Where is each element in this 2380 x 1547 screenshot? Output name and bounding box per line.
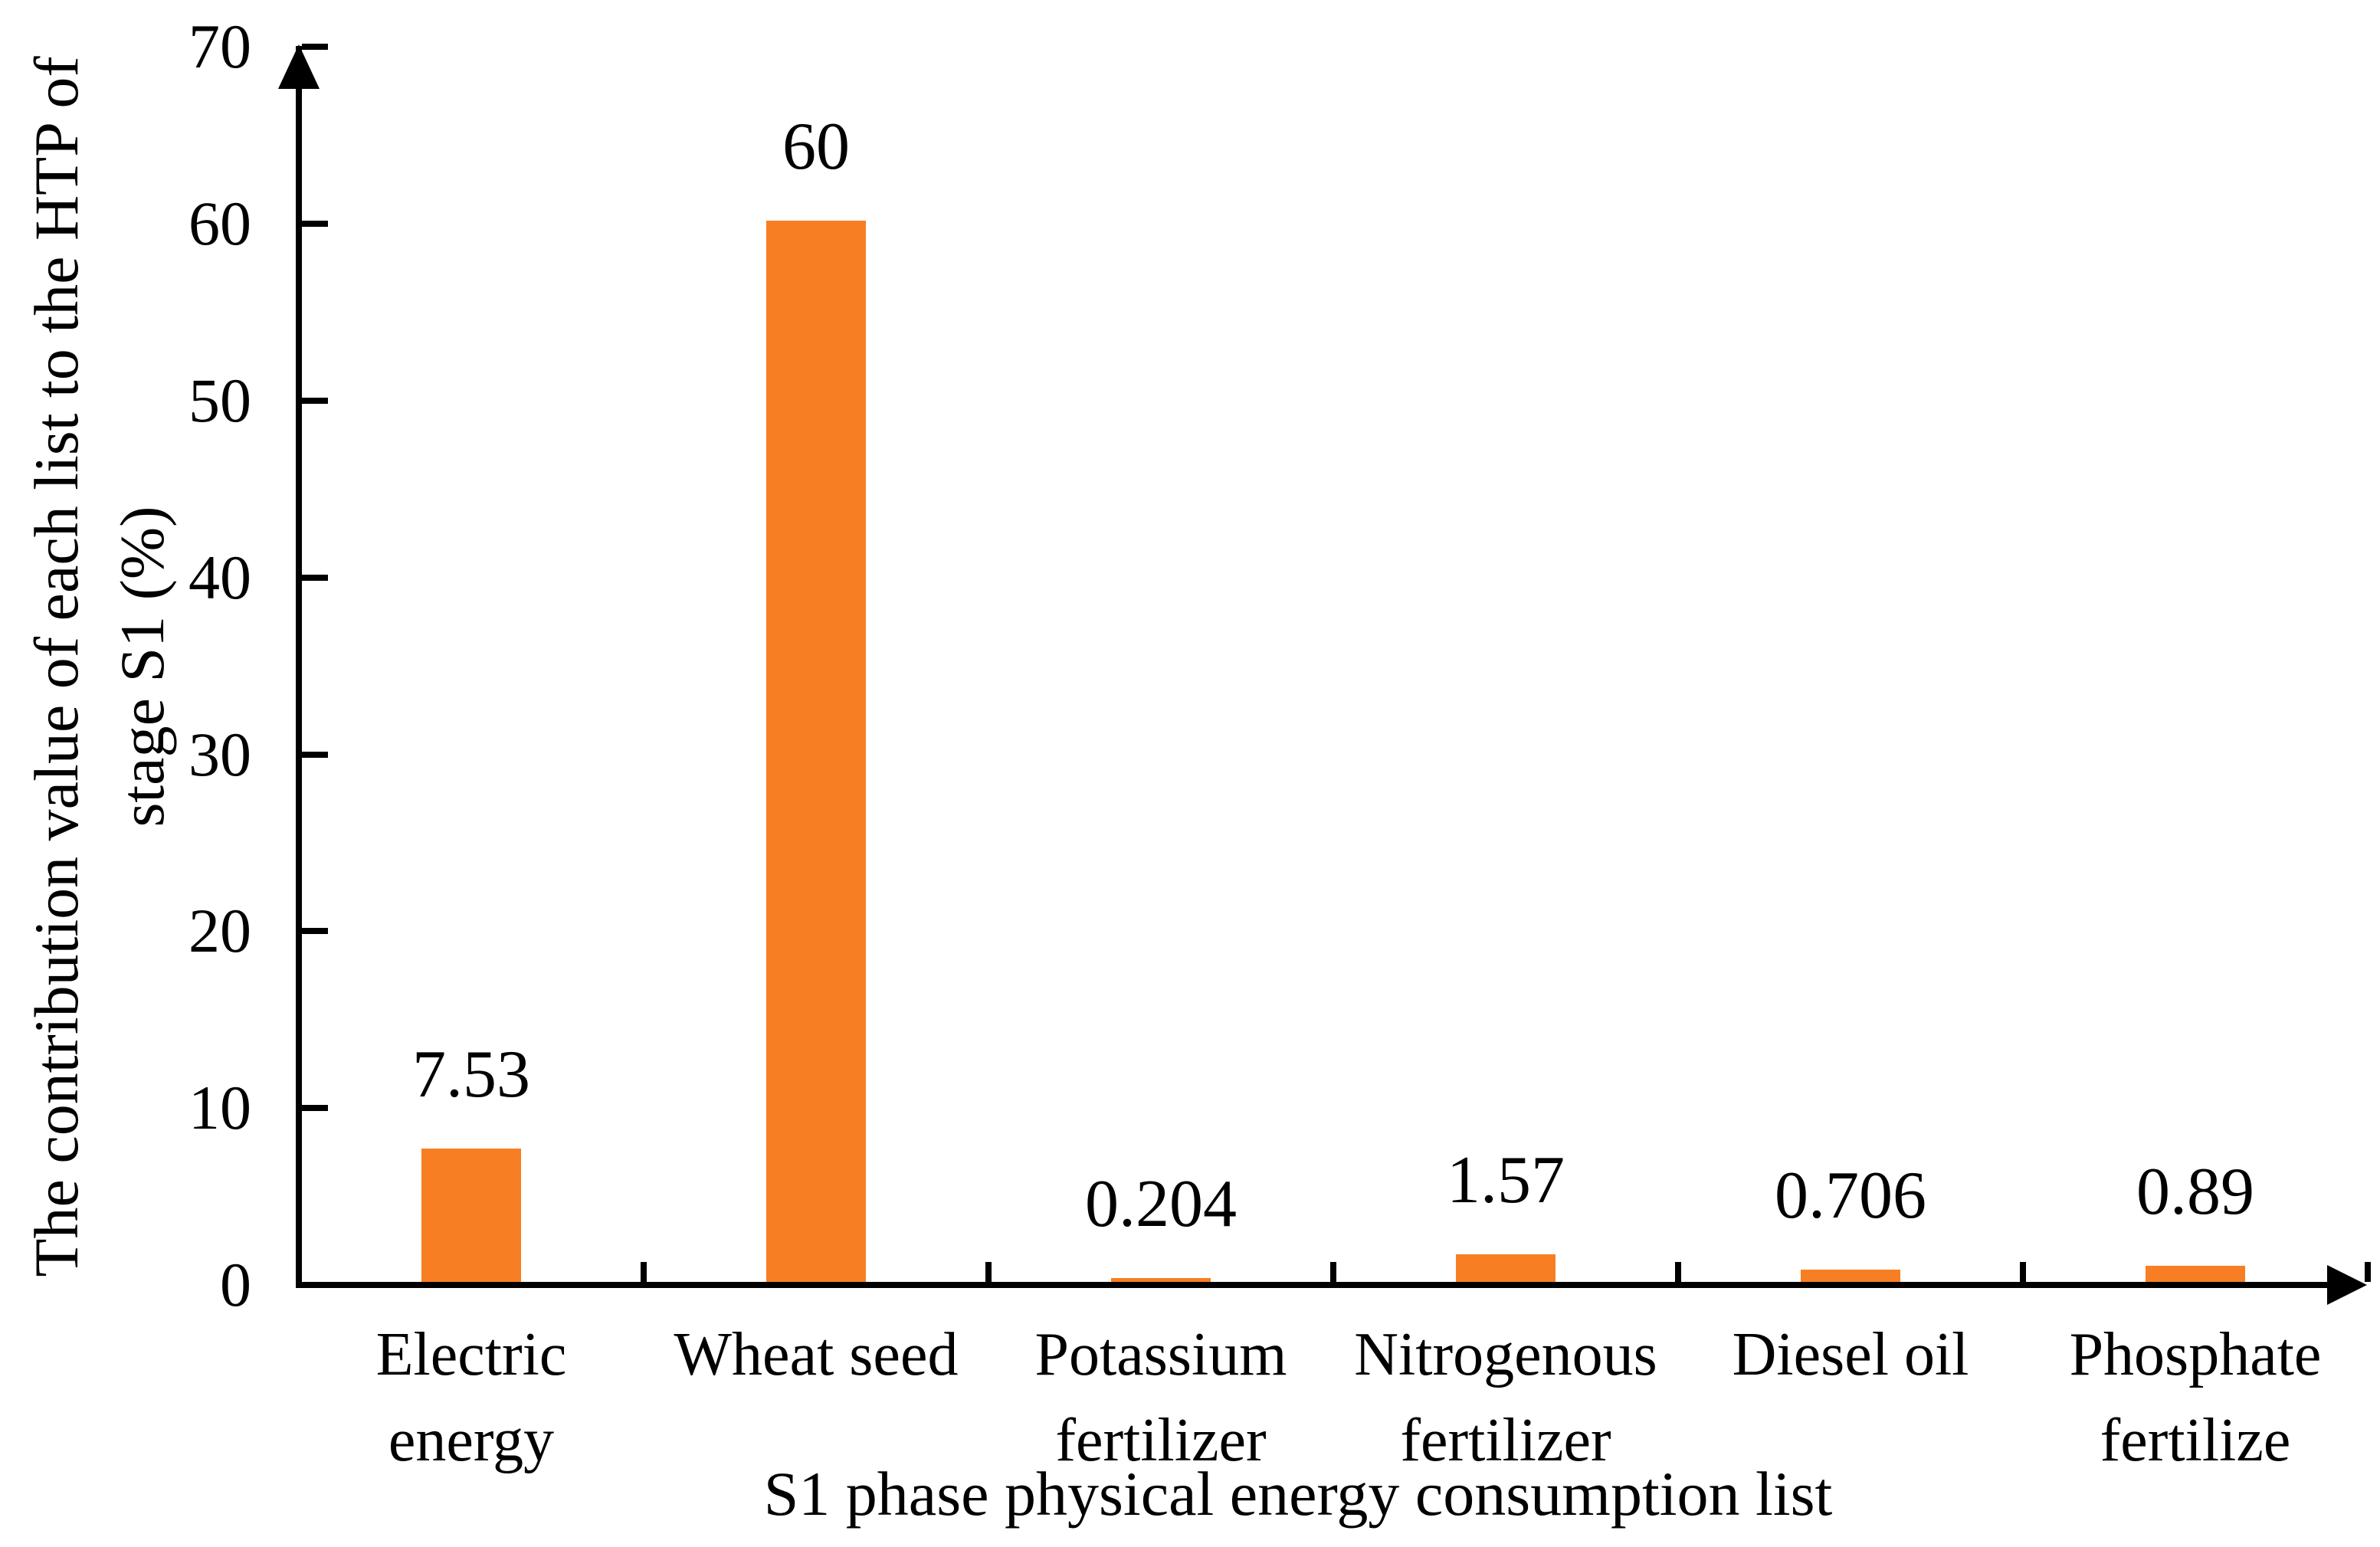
y-tick-label: 20 [188,896,251,965]
x-tick [2365,1262,2371,1282]
y-tick [302,928,328,934]
y-tick-label: 0 [220,1250,251,1319]
y-tick [302,575,328,581]
y-tick-label: 30 [188,719,251,789]
x-tick [985,1262,992,1282]
category-label: Nitrogenous fertilizer [1354,1321,1657,1474]
bar [2146,1266,2245,1282]
y-tick-label: 60 [188,188,251,258]
x-axis-arrow-icon [2327,1265,2367,1305]
y-tick-label: 10 [188,1073,251,1142]
y-axis-arrow-icon [278,44,320,89]
x-tick [641,1262,647,1282]
x-tick [2020,1262,2026,1282]
y-tick [302,752,328,758]
category-label: Electric energy [375,1321,567,1474]
y-tick-label: 70 [188,11,251,81]
y-tick [302,44,328,50]
x-tick [1675,1262,1681,1282]
bar-value-label: 0.89 [2136,1155,2254,1229]
bar [766,221,866,1282]
bar [1456,1254,1556,1282]
category-label: Potassium fertilizer [1034,1321,1287,1474]
bar-value-label: 7.53 [412,1037,530,1112]
x-axis-line [296,1282,2331,1288]
bar [1111,1278,1211,1282]
category-label: Wheat seed [674,1321,959,1388]
bar-value-label: 0.204 [1085,1167,1237,1241]
x-axis-title: S1 phase physical energy consumption lis… [763,1459,1833,1529]
y-tick [302,1105,328,1111]
x-tick [1330,1262,1336,1282]
bar-value-label: 1.57 [1447,1143,1565,1218]
bar [421,1149,521,1282]
bar [1801,1270,1900,1282]
category-label: Diesel oil [1732,1321,1969,1388]
y-tick-label: 40 [188,542,251,612]
y-tick-label: 50 [188,365,251,435]
y-axis-line [296,46,302,1288]
bar-value-label: 0.706 [1775,1159,1926,1233]
y-tick [302,221,328,227]
category-label: Phosphate fertilize [2069,1321,2322,1474]
y-tick [302,398,328,404]
bar-value-label: 60 [782,110,850,184]
